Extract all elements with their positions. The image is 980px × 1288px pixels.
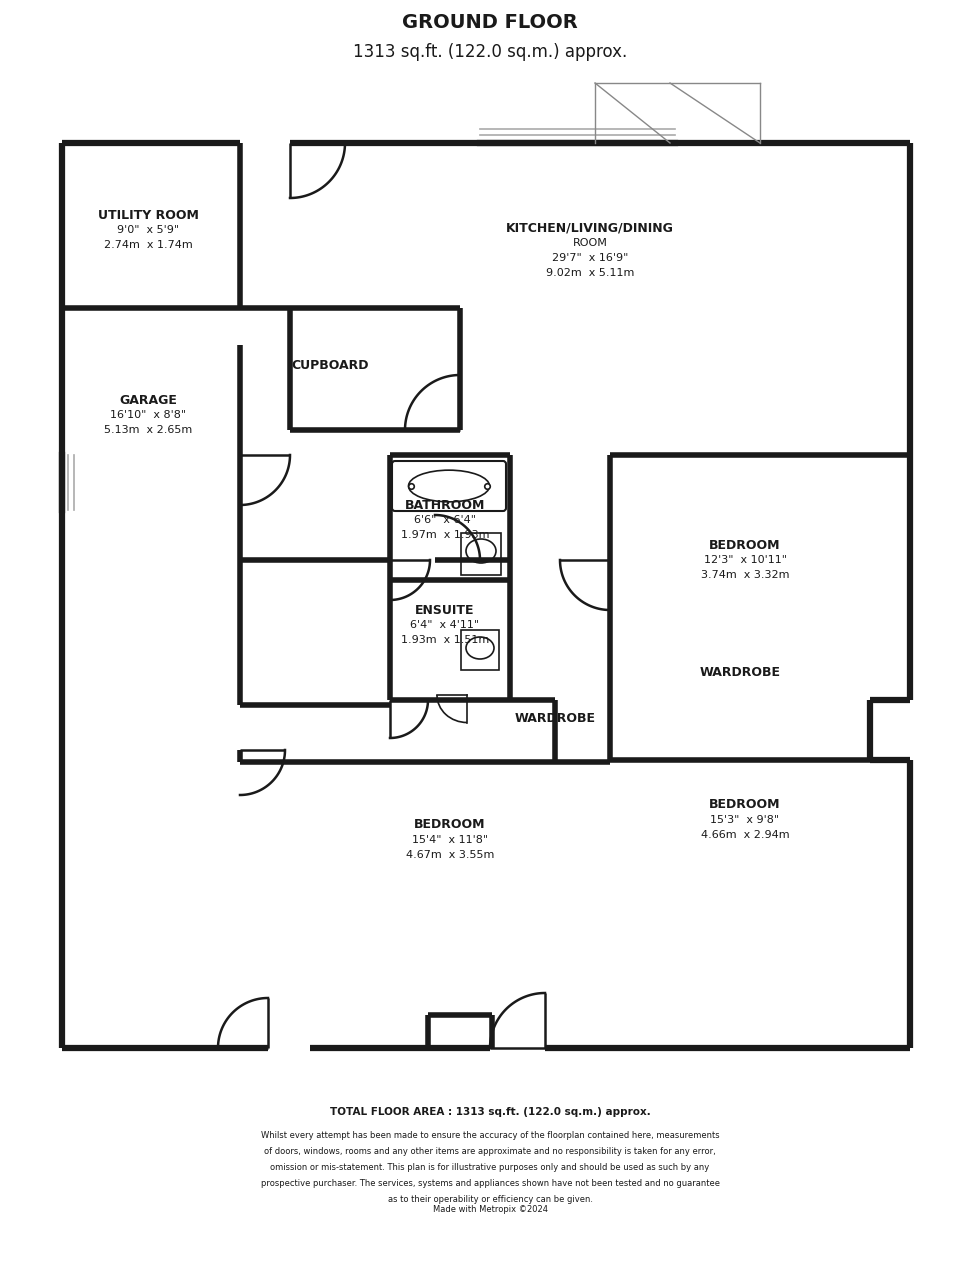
- Text: 6'4"  x 4'11": 6'4" x 4'11": [411, 620, 479, 630]
- Text: 3.74m  x 3.32m: 3.74m x 3.32m: [701, 571, 789, 580]
- Text: UTILITY ROOM: UTILITY ROOM: [98, 209, 198, 222]
- Text: 1.93m  x 1.51m: 1.93m x 1.51m: [401, 635, 489, 645]
- Bar: [461, 630, 499, 670]
- Text: 12'3"  x 10'11": 12'3" x 10'11": [704, 555, 787, 565]
- Text: 4.66m  x 2.94m: 4.66m x 2.94m: [701, 829, 789, 840]
- Text: omission or mis-statement. This plan is for illustrative purposes only and shoul: omission or mis-statement. This plan is …: [270, 1163, 710, 1172]
- Text: KITCHEN/LIVING/DINING: KITCHEN/LIVING/DINING: [506, 222, 674, 234]
- Text: GARAGE: GARAGE: [119, 394, 177, 407]
- Text: 29'7"  x 16'9": 29'7" x 16'9": [552, 252, 628, 263]
- Text: BEDROOM: BEDROOM: [710, 538, 781, 551]
- Text: as to their operability or efficiency can be given.: as to their operability or efficiency ca…: [387, 1194, 593, 1203]
- Text: 2.74m  x 1.74m: 2.74m x 1.74m: [104, 240, 192, 250]
- Text: TOTAL FLOOR AREA : 1313 sq.ft. (122.0 sq.m.) approx.: TOTAL FLOOR AREA : 1313 sq.ft. (122.0 sq…: [329, 1106, 651, 1117]
- Ellipse shape: [466, 538, 496, 563]
- Text: 5.13m  x 2.65m: 5.13m x 2.65m: [104, 425, 192, 435]
- Text: ROOM: ROOM: [572, 237, 608, 247]
- Text: ENSUITE: ENSUITE: [416, 604, 474, 617]
- Text: 15'3"  x 9'8": 15'3" x 9'8": [710, 815, 779, 826]
- Text: 1.97m  x 1.93m: 1.97m x 1.93m: [401, 529, 489, 540]
- Text: BEDROOM: BEDROOM: [415, 818, 486, 832]
- Text: of doors, windows, rooms and any other items are approximate and no responsibili: of doors, windows, rooms and any other i…: [265, 1146, 715, 1155]
- Text: 9'0"  x 5'9": 9'0" x 5'9": [117, 225, 179, 234]
- Text: 9.02m  x 5.11m: 9.02m x 5.11m: [546, 268, 634, 277]
- Ellipse shape: [409, 470, 489, 502]
- Ellipse shape: [466, 638, 494, 659]
- Text: BEDROOM: BEDROOM: [710, 799, 781, 811]
- Text: 16'10"  x 8'8": 16'10" x 8'8": [110, 410, 186, 420]
- Text: Made with Metropix ©2024: Made with Metropix ©2024: [432, 1206, 548, 1215]
- Text: Whilst every attempt has been made to ensure the accuracy of the floorplan conta: Whilst every attempt has been made to en…: [261, 1131, 719, 1140]
- Text: 1313 sq.ft. (122.0 sq.m.) approx.: 1313 sq.ft. (122.0 sq.m.) approx.: [353, 43, 627, 61]
- Text: BATHROOM: BATHROOM: [405, 498, 485, 511]
- Text: 15'4"  x 11'8": 15'4" x 11'8": [412, 835, 488, 845]
- Text: GROUND FLOOR: GROUND FLOOR: [402, 13, 578, 31]
- Text: prospective purchaser. The services, systems and appliances shown have not been : prospective purchaser. The services, sys…: [261, 1179, 719, 1188]
- Text: 4.67m  x 3.55m: 4.67m x 3.55m: [406, 850, 494, 860]
- Text: CUPBOARD: CUPBOARD: [291, 358, 368, 371]
- Text: WARDROBE: WARDROBE: [514, 711, 596, 725]
- Text: 6'6"  x 6'4": 6'6" x 6'4": [414, 515, 476, 526]
- FancyBboxPatch shape: [392, 461, 506, 511]
- Text: WARDROBE: WARDROBE: [700, 666, 780, 679]
- Bar: [461, 533, 501, 574]
